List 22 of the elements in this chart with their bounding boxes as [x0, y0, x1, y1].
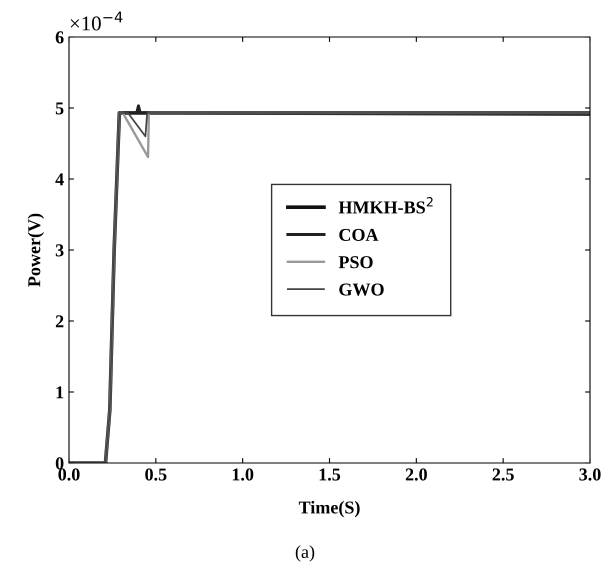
legend-label: HMKH-BS$^{2}$ — [338, 197, 433, 214]
y-axis-title: Power(V) — [28, 214, 44, 287]
y-tick-label: 6 — [56, 31, 64, 44]
legend-label: PSO — [338, 256, 373, 268]
y-tick-label: 1 — [56, 386, 64, 398]
x-axis-title: Time(S) — [298, 500, 360, 518]
x-tick-label: 1.5 — [320, 468, 340, 481]
x-tick-label: 3.0 — [579, 468, 601, 481]
legend-label: COA — [339, 228, 378, 241]
legend-label: GWO — [339, 283, 384, 296]
y-tick-label: 4 — [55, 173, 64, 186]
x-tick-label: 0.0 — [58, 468, 80, 481]
y-tick-label: 0 — [56, 457, 64, 470]
y-tick-label: 2 — [56, 315, 64, 328]
text: ×10$^{−4}$ — [70, 12, 122, 30]
x-tick-label: 2.0 — [406, 468, 427, 481]
y-tick-label: 3 — [56, 244, 64, 256]
x-tick-label: 1.0 — [232, 468, 254, 481]
x-tick-label: 0.5 — [145, 468, 166, 481]
x-tick-label: 2.5 — [492, 468, 514, 481]
y-tick-label: 5 — [56, 102, 64, 114]
text: (a) — [296, 545, 314, 562]
